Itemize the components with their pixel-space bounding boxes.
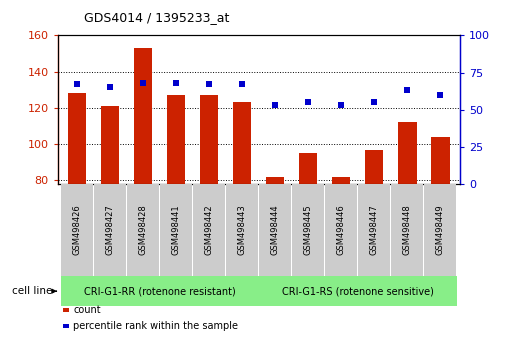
Text: GDS4014 / 1395233_at: GDS4014 / 1395233_at <box>84 11 229 24</box>
Bar <box>233 103 252 184</box>
Text: GSM498426: GSM498426 <box>73 205 82 256</box>
Point <box>106 85 115 90</box>
Text: GSM498428: GSM498428 <box>139 205 148 256</box>
Bar <box>332 177 350 184</box>
Text: GSM498446: GSM498446 <box>337 205 346 256</box>
Bar <box>266 177 285 184</box>
Bar <box>399 122 416 184</box>
Bar <box>431 137 449 184</box>
Text: GSM498443: GSM498443 <box>238 205 247 256</box>
Point <box>271 102 280 108</box>
Bar <box>167 95 186 184</box>
Text: CRI-G1-RS (rotenone sensitive): CRI-G1-RS (rotenone sensitive) <box>282 286 434 296</box>
Point <box>337 102 346 108</box>
Text: GSM498449: GSM498449 <box>436 205 445 256</box>
Point <box>73 82 82 87</box>
Point <box>205 82 213 87</box>
Text: GSM498448: GSM498448 <box>403 205 412 256</box>
Text: GSM498441: GSM498441 <box>172 205 181 256</box>
Text: percentile rank within the sample: percentile rank within the sample <box>73 321 238 331</box>
Text: GSM498445: GSM498445 <box>304 205 313 256</box>
Text: CRI-G1-RR (rotenone resistant): CRI-G1-RR (rotenone resistant) <box>84 286 236 296</box>
Bar <box>366 150 383 184</box>
Text: GSM498427: GSM498427 <box>106 205 115 256</box>
Point <box>403 87 412 93</box>
Bar <box>101 106 119 184</box>
Point <box>238 82 246 87</box>
Point <box>370 99 379 105</box>
Text: GSM498447: GSM498447 <box>370 205 379 256</box>
Bar <box>69 93 86 184</box>
Point <box>139 80 147 86</box>
Point <box>304 99 313 105</box>
Point <box>436 92 445 98</box>
Text: GSM498442: GSM498442 <box>205 205 214 256</box>
Bar <box>200 95 219 184</box>
Bar <box>299 153 317 184</box>
Point <box>172 80 180 86</box>
Text: GSM498444: GSM498444 <box>271 205 280 256</box>
Text: cell line: cell line <box>12 286 52 296</box>
Text: count: count <box>73 305 101 315</box>
Bar <box>134 48 152 184</box>
